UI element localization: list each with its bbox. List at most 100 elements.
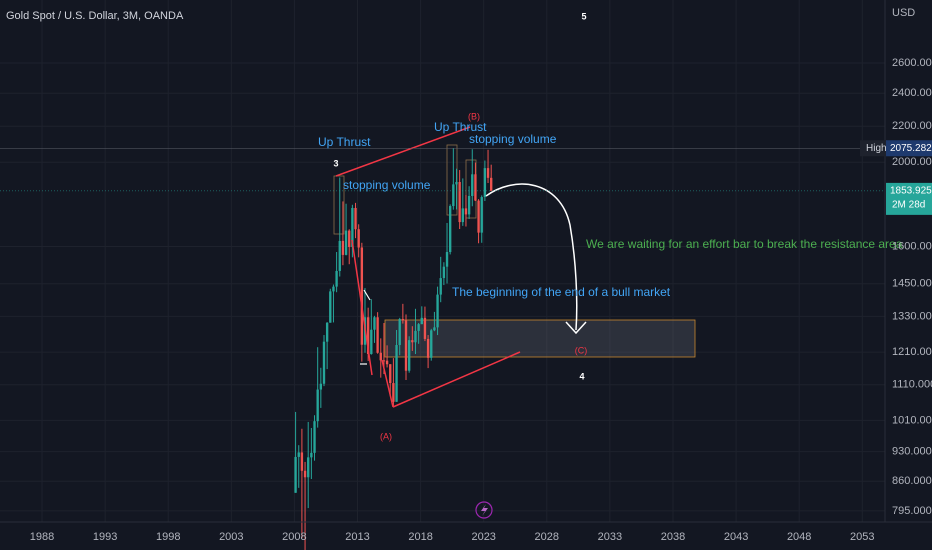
candle-body (480, 197, 483, 233)
candle-body (303, 470, 307, 478)
candle-body (385, 360, 389, 365)
y-tick-label: 2000.000 (892, 156, 932, 168)
x-tick-label: 2048 (787, 531, 811, 543)
candle-body (442, 266, 446, 279)
x-tick-label: 2053 (850, 531, 874, 543)
high-value: 2075.282 (890, 143, 932, 154)
candle-body (407, 340, 411, 371)
candle-body (464, 208, 468, 215)
annotation: (C) (575, 345, 588, 355)
candle-body (307, 457, 310, 478)
candle-body (448, 206, 452, 253)
x-tick-label: 1988 (30, 531, 54, 543)
candle-body (398, 318, 401, 346)
annotation: The beginning of the end of a bull marke… (452, 285, 671, 299)
trend-line (335, 126, 471, 177)
candle-body (395, 345, 398, 402)
y-tick-label: 1600.000 (892, 240, 932, 252)
y-tick-label: 2600.000 (892, 57, 932, 69)
y-tick-label: 1330.000 (892, 310, 932, 322)
candle-body (392, 383, 395, 402)
countdown: 2M 28d (892, 200, 925, 211)
candle-body (423, 317, 427, 339)
y-tick-label: 2200.000 (892, 120, 932, 132)
y-tick-label: 1210.000 (892, 346, 932, 358)
candle-body (310, 452, 313, 458)
y-tick-label: 1010.000 (892, 414, 932, 426)
chart-title: Gold Spot / U.S. Dollar, 3M, OANDA (6, 10, 184, 22)
candle-body (445, 252, 449, 267)
candle-body (455, 181, 458, 185)
high-label-bg (860, 140, 887, 157)
candle-body (360, 247, 364, 345)
candle-body (313, 421, 316, 453)
x-tick-label: 2013 (345, 531, 369, 543)
wave-line (351, 239, 373, 376)
candle-body (471, 174, 474, 196)
event-icon[interactable] (475, 501, 493, 519)
x-tick-label: 1998 (156, 531, 180, 543)
candle-body (341, 240, 345, 255)
annotation: (B) (468, 111, 480, 121)
candle-body (417, 324, 420, 331)
x-tick-label: 2018 (408, 531, 432, 543)
annotation: 5 (581, 11, 586, 21)
candle-body (300, 452, 304, 471)
annotation: Up Thrust (318, 135, 371, 149)
candle-body (329, 291, 332, 323)
candles (294, 148, 493, 550)
candle-body (426, 338, 430, 358)
candle-body (477, 200, 480, 233)
x-tick-label: 2028 (535, 531, 559, 543)
candle-body (467, 195, 471, 215)
candle-body (316, 389, 319, 422)
candle-body (411, 340, 414, 343)
candle-body (414, 330, 417, 343)
candle-body (373, 317, 376, 330)
candle-body (420, 317, 423, 325)
trend-line (392, 351, 521, 408)
candle-body (338, 240, 341, 271)
candle-body (351, 207, 354, 248)
candle-body (404, 320, 408, 371)
y-tick-label: 795.000 (892, 505, 932, 517)
candle-body (458, 181, 461, 223)
volume-box (333, 175, 345, 235)
annotation: (A) (380, 431, 392, 441)
candle-body (439, 278, 442, 295)
candle-body (322, 341, 326, 384)
annotation: We are waiting for an effort bar to brea… (586, 237, 903, 251)
projection-arrow (565, 321, 587, 335)
candle-body (348, 230, 351, 248)
projection-curve (485, 183, 578, 331)
candle-body (366, 317, 370, 355)
annotation: stopping volume (469, 132, 557, 146)
y-tick-label: 2400.000 (892, 87, 932, 99)
candle-body (354, 207, 357, 230)
candle-body (430, 330, 433, 358)
annotation: 3 (333, 158, 338, 168)
candle-body (382, 360, 386, 362)
x-tick-label: 2003 (219, 531, 243, 543)
annotation: stopping volume (343, 178, 431, 192)
wave-line (381, 359, 394, 408)
candle-body (461, 208, 464, 223)
candle-body (325, 322, 329, 342)
candle-body (294, 456, 297, 493)
annotation: 4 (579, 371, 584, 381)
x-tick-label: 2033 (598, 531, 622, 543)
x-tick-label: 2023 (471, 531, 495, 543)
candle-body (474, 174, 477, 201)
candle-body (357, 229, 360, 248)
candle-body (319, 383, 323, 390)
candle-body (344, 230, 348, 255)
candle-body (483, 168, 487, 198)
candle-body (433, 327, 436, 331)
wave-mark (363, 289, 371, 301)
grid (0, 0, 885, 522)
axes: 2600.000 2400.000 2200.000 2000.000 1600.000… (0, 57, 932, 543)
candle-body (335, 270, 338, 287)
